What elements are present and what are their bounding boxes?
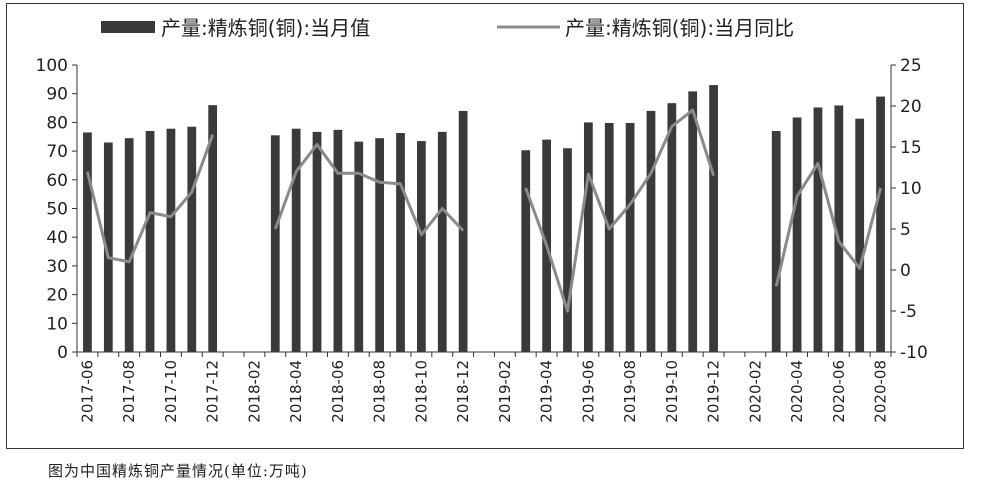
x-tick-label: 2017-06 (78, 360, 96, 423)
y-right-tick-label: 10 (900, 179, 922, 199)
chart-canvas: 0 10 20 30 40 50 60 70 80 90 100 -10 -5 0 5 10 15 20 25 201… (36, 16, 928, 423)
x-tick-label: 2019-12 (705, 360, 723, 423)
bar (876, 96, 885, 352)
x-tick-label: 2017-10 (162, 360, 180, 423)
x-tick-label: 2018-06 (329, 360, 347, 423)
bar (103, 142, 113, 352)
x-tick-label: 2019-04 (538, 360, 556, 423)
y-right-tick-label: 5 (900, 220, 911, 240)
bar (166, 128, 176, 352)
bar (604, 122, 614, 352)
y-left-tick-label: 0 (57, 343, 68, 363)
bar (771, 131, 781, 352)
x-tick-label: 2018-02 (245, 360, 263, 423)
line-series-segment (85, 134, 215, 264)
bar (437, 131, 447, 352)
bar (312, 131, 322, 352)
bar (709, 85, 718, 352)
y-left-tick-label: 10 (46, 314, 68, 334)
y-left-tick-label: 40 (46, 228, 68, 248)
y-left-tick-label: 30 (46, 257, 68, 277)
x-tick-label: 2019-10 (663, 360, 681, 423)
bar (145, 131, 155, 352)
bar (333, 129, 343, 352)
bar (855, 118, 865, 352)
bar (563, 148, 572, 352)
x-tick-label: 2018-12 (454, 360, 472, 423)
bar (813, 107, 823, 352)
x-tick-label: 2020-06 (830, 360, 848, 423)
chart-frame: 0 10 20 30 40 50 60 70 80 90 100 -10 -5 0 5 10 15 20 25 201… (6, 3, 964, 449)
x-tick-label: 2020-04 (788, 360, 806, 423)
x-tick-label: 2018-08 (371, 360, 389, 423)
bar (83, 132, 92, 352)
y-right-tick-label: 0 (900, 261, 911, 281)
bar (124, 138, 134, 352)
x-tick-label: 2017-08 (120, 360, 138, 423)
bar (583, 122, 593, 353)
y-left-tick-label: 70 (46, 142, 68, 162)
bar (187, 126, 197, 352)
x-tick-label: 2018-04 (287, 360, 305, 423)
bar (417, 141, 426, 352)
bar (375, 138, 385, 352)
x-tick-label: 2019-06 (579, 360, 597, 423)
bar (688, 91, 698, 353)
line-series-segment (273, 143, 465, 237)
bar (354, 141, 364, 352)
y-right-tick-label: 25 (900, 56, 922, 76)
legend-line-label: 产量:精炼铜(铜):当月同比 (565, 16, 794, 40)
y-left-tick-label: 50 (46, 200, 68, 220)
y-left-tick-label: 90 (46, 85, 68, 105)
y-right-tick-label: -5 (900, 302, 917, 322)
x-tick-label: 2019-02 (496, 360, 514, 423)
y-left-tick-label: 80 (46, 113, 68, 133)
bar (834, 105, 844, 352)
legend-bar-swatch (101, 21, 155, 33)
chart-caption: 图为中国精炼铜产量情况(单位:万吨) (48, 462, 308, 480)
x-tick-label: 2019-08 (621, 360, 639, 423)
bar (625, 122, 635, 352)
line-series-segment (774, 161, 883, 287)
bar (291, 128, 301, 352)
x-tick-label: 2020-02 (746, 360, 764, 423)
legend-bar-label: 产量:精炼铜(铜):当月值 (161, 16, 370, 40)
x-tick-label: 2020-08 (872, 360, 890, 423)
y-right-tick-label: -10 (900, 343, 928, 363)
bar (646, 110, 656, 352)
bar (208, 105, 218, 353)
x-tick-label: 2018-10 (412, 360, 430, 423)
line-series-segment (524, 108, 716, 313)
bar (270, 135, 280, 352)
x-tick-label: 2017-12 (204, 360, 222, 423)
bar (458, 110, 468, 352)
y-left-tick-label: 60 (46, 171, 68, 191)
y-right-tick-label: 15 (900, 138, 922, 158)
bar (521, 150, 531, 352)
y-left-tick-label: 20 (46, 286, 68, 306)
y-left-tick-label: 100 (36, 56, 68, 76)
y-right-tick-label: 20 (900, 97, 922, 117)
bar (396, 133, 405, 352)
bar (792, 117, 802, 352)
bar (667, 103, 677, 353)
